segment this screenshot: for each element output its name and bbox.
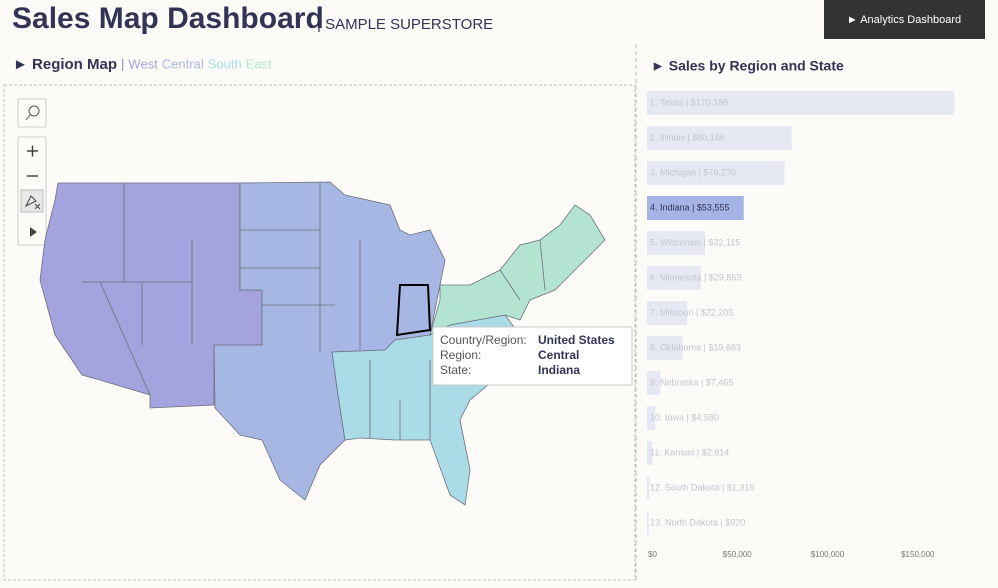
bar-label: 1. Texas | $170,188 <box>650 97 728 107</box>
x-tick-label: $50,000 <box>723 550 752 559</box>
bar <box>647 266 701 290</box>
search-icon <box>25 114 31 121</box>
bar-label: 12. South Dakota | $1,316 <box>650 482 754 492</box>
tooltip-box <box>432 326 633 386</box>
bar-label: 4. Indiana | $53,555 <box>650 202 729 212</box>
x-tick-label: $0 <box>648 550 657 559</box>
reset-icon <box>24 195 41 210</box>
legend-item: Central <box>162 56 204 71</box>
bar <box>647 336 683 360</box>
title: Sales Map Dashboard <box>12 2 324 35</box>
bar <box>647 231 705 255</box>
x-tick-label: $100,000 <box>811 550 845 559</box>
bar-label: 8. Oklahoma | $19,683 <box>650 342 741 352</box>
tooltip-label: State: <box>440 363 471 377</box>
us-map <box>39 181 606 506</box>
analytics-button[interactable] <box>824 0 985 39</box>
x-tick-label: $150,000 <box>901 550 935 559</box>
bar <box>647 126 792 150</box>
tooltip: Country/Region: United States Region: Centr… <box>432 326 633 386</box>
legend-item: West <box>128 56 158 71</box>
map-title: ► Region Map <box>13 56 117 73</box>
bar-label: 2. Illinois | $80,166 <box>650 132 725 142</box>
search-icon <box>28 105 40 117</box>
bar <box>647 441 653 465</box>
legend-separator: | <box>121 56 124 71</box>
bar <box>647 196 744 220</box>
bar-label: 3. Michigan | $76,270 <box>650 167 736 177</box>
map-frame <box>3 84 636 581</box>
bar <box>647 406 656 430</box>
bar <box>647 371 661 395</box>
tooltip-label: Country/Region: <box>440 333 527 347</box>
legend-item: South <box>208 56 242 71</box>
bar-label: 10. Iowa | $4,580 <box>650 412 719 422</box>
bar <box>647 161 785 185</box>
tooltip-value: United States <box>538 333 615 347</box>
tooltip-value: Central <box>538 348 579 362</box>
search-button[interactable] <box>17 98 47 128</box>
bar-label: 13. North Dakota | $920 <box>650 517 745 527</box>
bar-label: 7. Missouri | $22,205 <box>650 307 733 317</box>
bar-label: 11. Kansas | $2,914 <box>650 447 729 457</box>
tooltip-value: Indiana <box>538 363 580 377</box>
bar <box>647 91 955 115</box>
bar-label: 5. Wisconsin | $32,115 <box>650 237 740 247</box>
tooltip-label: Region: <box>440 348 481 362</box>
map-controls <box>17 98 47 246</box>
legend-item: East <box>246 56 272 71</box>
state-indiana[interactable] <box>395 284 432 337</box>
map-legend: | West Central South East <box>121 56 272 71</box>
bar-label: 9. Nebraska | $7,465 <box>650 377 733 387</box>
subtitle: | SAMPLE SUPERSTORE <box>317 16 493 33</box>
button-label[interactable]: ► Analytics Dashboard <box>847 14 961 26</box>
bar <box>647 301 688 325</box>
bar <box>647 511 649 535</box>
chart-title: ► Sales by Region and State <box>651 58 844 74</box>
expand-button[interactable] <box>30 227 37 237</box>
bar-label: 6. Minnesota | $29,863 <box>650 272 741 282</box>
bar <box>647 476 650 500</box>
